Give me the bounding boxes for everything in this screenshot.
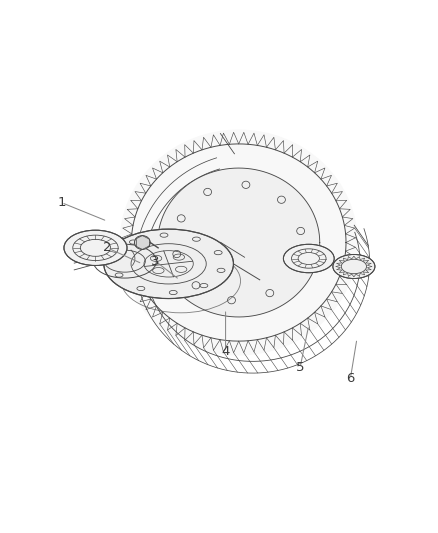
Ellipse shape [283,244,334,273]
Ellipse shape [104,250,145,272]
Text: 6: 6 [346,372,355,385]
Text: 2: 2 [103,241,112,254]
Ellipse shape [64,230,127,265]
Text: 3: 3 [151,255,160,268]
Ellipse shape [120,130,358,356]
Text: 5: 5 [296,361,304,374]
Text: 1: 1 [57,196,66,209]
Ellipse shape [134,236,150,249]
Text: 4: 4 [221,345,230,358]
Ellipse shape [333,254,375,279]
Ellipse shape [158,168,320,317]
Ellipse shape [104,229,233,298]
